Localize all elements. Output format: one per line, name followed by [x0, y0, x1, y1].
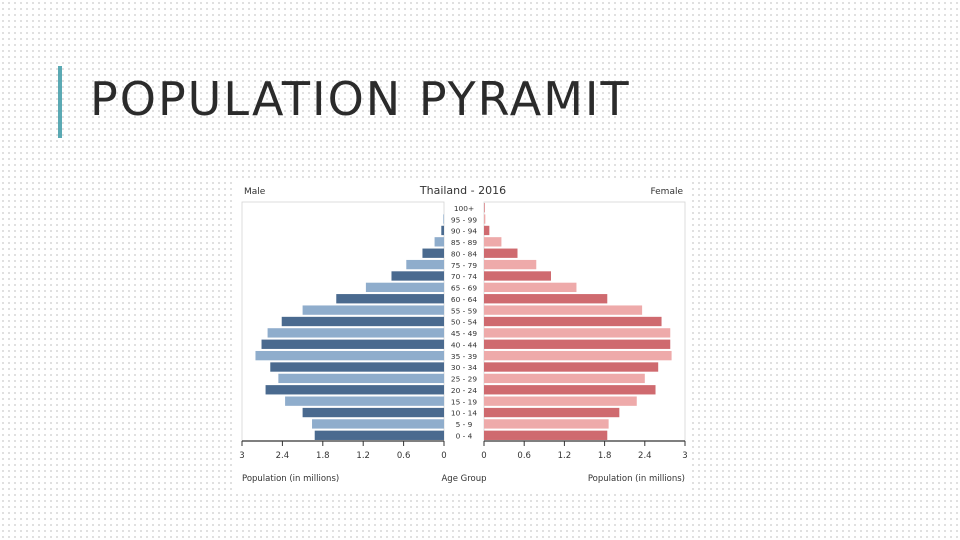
x-tick-label: 2.4 — [276, 451, 290, 461]
male-x-axis-label: Population (in millions) — [242, 474, 339, 484]
age-group-label: 55 - 59 — [451, 306, 477, 315]
age-group-label: 0 - 4 — [456, 431, 473, 440]
male-bar — [336, 294, 444, 304]
age-group-label: 10 - 14 — [451, 409, 477, 418]
x-tick-label: 1.8 — [598, 451, 612, 461]
age-group-label: 65 - 69 — [451, 284, 477, 293]
female-bar — [484, 419, 609, 429]
male-bar — [314, 430, 444, 440]
x-tick-label: 0.6 — [517, 451, 531, 461]
age-group-label: 75 - 79 — [451, 261, 477, 270]
x-tick-label: 1.2 — [356, 451, 370, 461]
female-bar — [484, 282, 577, 293]
slide-title: POPULATION PYRAMIT — [90, 72, 631, 126]
pyramid-svg: Male Thailand - 2016 Female 100+ 95 - 99 90 -… — [239, 184, 687, 484]
age-group-label: 80 - 84 — [451, 249, 477, 258]
age-group-label: 45 - 49 — [451, 329, 477, 338]
female-bar — [484, 385, 656, 395]
female-bar — [484, 339, 671, 349]
x-tick-label: 1.8 — [316, 451, 330, 461]
male-bar — [365, 282, 444, 293]
male-bar — [278, 373, 444, 384]
title-accent-bar — [58, 66, 62, 138]
age-group-label: 50 - 54 — [451, 318, 477, 327]
female-bar — [484, 203, 485, 213]
female-bar — [484, 271, 551, 281]
female-bar — [484, 259, 537, 270]
male-bar — [302, 407, 444, 418]
female-bar — [484, 396, 637, 406]
male-bar — [267, 328, 444, 338]
age-group-label: 20 - 24 — [451, 386, 477, 395]
age-group-label: 35 - 39 — [451, 352, 477, 361]
female-bar — [484, 248, 518, 258]
female-bar — [484, 316, 662, 327]
female-bar — [484, 237, 502, 247]
x-tick-label: 2.4 — [638, 451, 652, 461]
female-bar — [484, 328, 671, 338]
female-bar — [484, 373, 645, 384]
age-group-label: 100+ — [454, 204, 474, 213]
male-bar — [255, 350, 444, 361]
male-bar — [270, 362, 444, 372]
male-bar — [285, 396, 444, 406]
female-bar — [484, 350, 672, 361]
age-group-label: 5 - 9 — [456, 420, 473, 429]
age-group-axis-label: Age Group — [441, 474, 486, 484]
age-group-label: 25 - 29 — [451, 375, 477, 384]
male-bar — [261, 339, 444, 349]
population-pyramid-chart: Male Thailand - 2016 Female 100+ 95 - 99 90 -… — [234, 178, 692, 492]
x-tick-label: 0 — [481, 451, 486, 461]
age-group-label: 95 - 99 — [451, 215, 477, 224]
male-bar — [441, 225, 444, 236]
male-bar — [422, 248, 444, 258]
female-bar — [484, 305, 643, 315]
female-header-label: Female — [650, 187, 683, 197]
female-x-axis-label: Population (in millions) — [588, 474, 685, 484]
x-tick-label: 3 — [239, 451, 244, 461]
male-bar — [406, 259, 444, 270]
age-group-label: 60 - 64 — [451, 295, 477, 304]
x-tick-label: 3 — [682, 451, 687, 461]
x-tick-label: 0 — [441, 451, 446, 461]
male-header-label: Male — [244, 187, 266, 197]
female-bar — [484, 225, 490, 236]
male-bar — [302, 305, 444, 315]
female-bar — [484, 430, 608, 440]
x-tick-label: 0.6 — [397, 451, 411, 461]
female-bar — [484, 214, 486, 224]
female-bar — [484, 294, 608, 304]
age-group-label: 30 - 34 — [451, 363, 477, 372]
x-tick-label: 1.2 — [558, 451, 572, 461]
male-bar — [391, 271, 444, 281]
age-group-label: 15 - 19 — [451, 397, 477, 406]
male-bar — [265, 385, 444, 395]
age-group-label: 90 - 94 — [451, 227, 477, 236]
male-bar — [434, 237, 444, 247]
female-bar — [484, 407, 620, 418]
male-bar — [312, 419, 444, 429]
male-bar — [281, 316, 444, 327]
female-bar — [484, 362, 659, 372]
chart-title: Thailand - 2016 — [419, 184, 506, 197]
age-group-label: 40 - 44 — [451, 340, 477, 349]
age-group-label: 70 - 74 — [451, 272, 477, 281]
male-bar — [443, 214, 444, 224]
age-group-label: 85 - 89 — [451, 238, 477, 247]
